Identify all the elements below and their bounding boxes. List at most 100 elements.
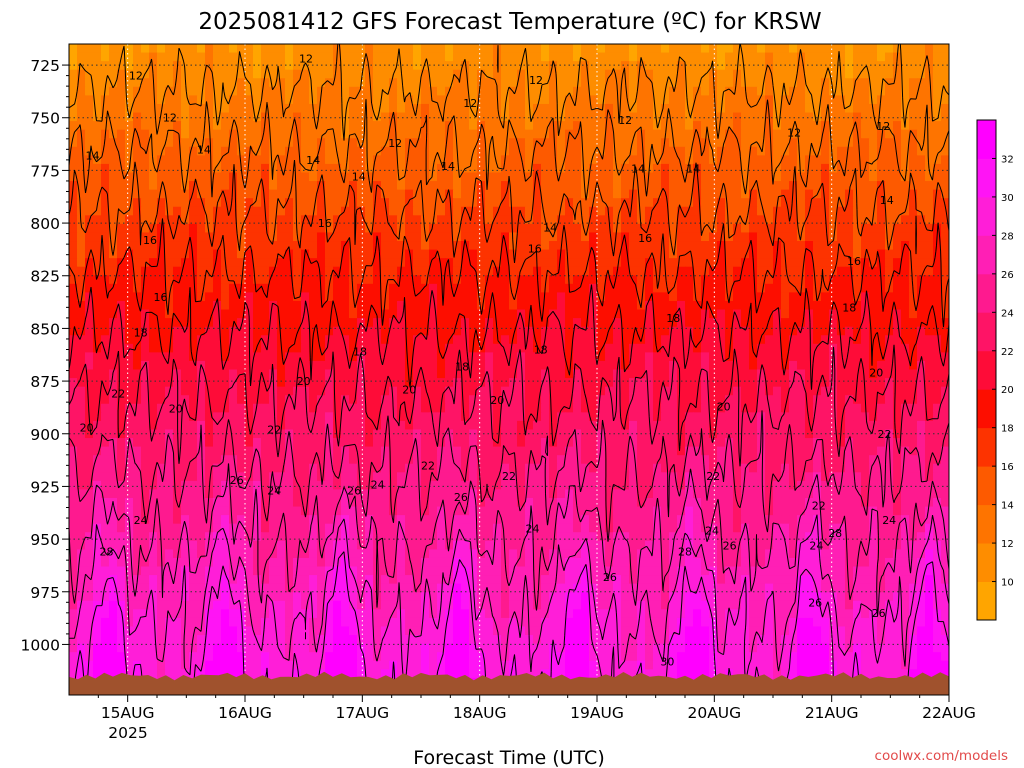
temperature-cell (901, 52, 910, 62)
temperature-cell (445, 172, 454, 182)
temperature-cell (597, 309, 606, 319)
temperature-cell (597, 275, 606, 285)
temperature-cell (133, 420, 142, 431)
temperature-cell (381, 138, 390, 148)
temperature-cell (357, 420, 366, 431)
temperature-cell (245, 44, 254, 54)
temperature-cell (877, 326, 886, 336)
temperature-cell (541, 78, 550, 88)
temperature-cell (109, 112, 118, 122)
temperature-cell (869, 360, 878, 371)
temperature-cell (189, 335, 198, 345)
temperature-cell (749, 386, 758, 396)
temperature-cell (293, 206, 302, 216)
temperature-cell (757, 249, 766, 259)
temperature-cell (621, 275, 630, 285)
temperature-cell (853, 172, 862, 182)
temperature-cell (669, 326, 678, 336)
temperature-cell (285, 300, 294, 311)
temperature-cell (877, 403, 886, 413)
temperature-cell (933, 206, 942, 216)
temperature-cell (125, 369, 134, 379)
temperature-cell (461, 386, 470, 396)
temperature-cell (397, 309, 406, 319)
temperature-cell (269, 44, 278, 54)
temperature-cell (773, 283, 782, 294)
temperature-cell (717, 275, 726, 285)
temperature-cell (765, 121, 774, 131)
temperature-cell (797, 206, 806, 216)
temperature-cell (437, 52, 446, 62)
temperature-cell (733, 300, 742, 311)
temperature-cell (301, 206, 310, 216)
temperature-cell (421, 318, 430, 328)
temperature-cell (941, 121, 949, 131)
temperature-cell (69, 223, 78, 234)
temperature-cell (125, 86, 134, 96)
temperature-cell (269, 309, 278, 319)
temperature-cell (221, 395, 230, 405)
temperature-cell (749, 335, 758, 345)
temperature-cell (205, 189, 214, 199)
temperature-cell (69, 198, 78, 208)
temperature-cell (429, 189, 438, 199)
temperature-cell (725, 360, 734, 371)
temperature-cell (861, 146, 870, 156)
temperature-cell (757, 309, 766, 319)
temperature-cell (493, 335, 502, 345)
temperature-cell (653, 360, 662, 371)
temperature-cell (509, 172, 518, 182)
temperature-cell (829, 112, 838, 122)
temperature-cell (677, 172, 686, 182)
temperature-cell (893, 420, 902, 431)
temperature-cell (325, 343, 334, 353)
temperature-cell (821, 241, 830, 251)
temperature-cell (413, 95, 422, 105)
temperature-cell (557, 95, 566, 105)
temperature-cell (405, 112, 414, 122)
temperature-cell (293, 318, 302, 328)
temperature-cell (85, 275, 94, 285)
temperature-cell (381, 300, 390, 311)
temperature-cell (317, 103, 326, 114)
temperature-cell (757, 189, 766, 199)
temperature-cell (381, 121, 390, 131)
temperature-cell (573, 138, 582, 148)
temperature-cell (69, 335, 78, 345)
temperature-cell (373, 223, 382, 234)
temperature-cell (821, 395, 830, 405)
temperature-cell (365, 198, 374, 208)
temperature-cell (621, 292, 630, 302)
temperature-cell (781, 369, 790, 379)
temperature-cell (277, 232, 286, 242)
temperature-cell (109, 300, 118, 311)
temperature-cell (797, 138, 806, 148)
temperature-cell (925, 181, 934, 191)
temperature-cell (461, 266, 470, 276)
temperature-cell (453, 412, 462, 422)
temperature-cell (173, 352, 182, 362)
temperature-cell (933, 352, 942, 362)
temperature-cell (877, 95, 886, 105)
temperature-cell (845, 155, 854, 165)
temperature-cell (773, 386, 782, 396)
temperature-cell (477, 215, 486, 225)
temperature-cell (189, 189, 198, 199)
temperature-cell (757, 129, 766, 139)
temperature-cell (893, 326, 902, 336)
temperature-cell (101, 121, 110, 131)
temperature-cell (397, 369, 406, 379)
temperature-cell (405, 155, 414, 165)
temperature-cell (341, 103, 350, 114)
temperature-cell (301, 172, 310, 182)
temperature-cell (541, 223, 550, 234)
temperature-cell (637, 78, 646, 88)
temperature-cell (661, 138, 670, 148)
temperature-cell (845, 44, 854, 54)
temperature-cell (701, 95, 710, 105)
temperature-cell (613, 420, 622, 431)
temperature-cell (357, 172, 366, 182)
temperature-cell (373, 155, 382, 165)
temperature-cell (325, 275, 334, 285)
temperature-cell (629, 292, 638, 302)
